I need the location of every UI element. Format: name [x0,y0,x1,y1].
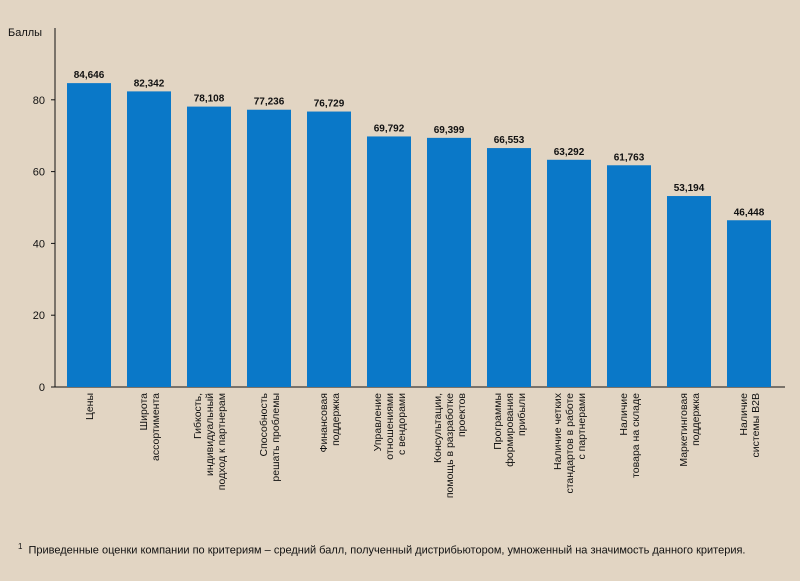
x-tick-label: Маркетинговая [678,393,690,467]
x-tick-label: проектов [456,393,468,437]
bar [427,137,471,387]
data-label: 46,448 [734,207,765,218]
data-label: 61,763 [614,152,645,163]
x-tick-label: Широта [138,393,150,431]
x-tick-label: Наличие четких [552,392,564,470]
bar [367,136,411,387]
bar [727,220,771,387]
x-tick-label: Консультации, [432,393,444,463]
x-tick-label: Наличие [618,393,630,436]
x-tick-label: отношениями [384,393,396,460]
x-tick-label: с вендорами [396,393,408,455]
x-tick-label: помощь в разработке [444,393,456,498]
x-tick-label: поддержка [690,393,702,446]
bar [67,83,111,388]
x-tick-label: Наличие [738,393,750,436]
data-label: 76,729 [314,99,345,110]
bar [187,106,231,387]
x-tick-label: ассортимента [150,393,162,461]
footnote-text: Приведенные оценки компании по критериям… [28,544,746,557]
x-tick-label: системы B2B [750,393,762,457]
bar [307,111,351,387]
y-tick-label: 80 [33,95,45,107]
x-tick-label: подход к партнерам [216,393,228,490]
x-tick-label: прибыли [516,393,528,436]
data-label: 66,553 [494,135,525,146]
bar [667,196,711,387]
x-tick-label: Финансовая [318,393,330,452]
y-tick-label: 20 [33,310,45,322]
y-tick-label: 60 [33,167,45,179]
data-label: 69,399 [434,125,465,136]
footnote-marker: 1 [18,542,23,551]
x-tick-label: Программы [492,393,504,450]
x-tick-label: формирования [504,393,516,467]
x-tick-label: индивидуальный [204,393,216,476]
x-tick-label: Цены [84,393,96,420]
x-tick-label: товара на складе [630,393,642,478]
y-axis-label: Баллы [8,27,42,39]
data-label: 78,108 [194,94,225,105]
y-tick-label: 40 [33,238,45,250]
x-tick-label: поддержка [330,393,342,446]
data-label: 82,342 [134,78,165,89]
data-label: 63,292 [554,147,585,158]
y-tick-label: 0 [39,382,45,394]
x-tick-label: с партнерами [576,393,588,460]
x-tick-label: Управление [372,393,384,452]
x-tick-label: Способность [258,392,270,456]
data-label: 77,236 [254,97,285,108]
data-label: 69,792 [374,123,405,134]
bar [127,91,171,388]
x-tick-label: Гибкость, [192,393,204,439]
x-tick-label: стандартов в работе [564,393,576,494]
bar [607,165,651,387]
footnote: 1 Приведенные оценки компании по критерия… [18,537,778,561]
bar [487,148,531,387]
data-label: 53,194 [674,183,705,194]
bar [547,159,591,387]
x-tick-label: решать проблемы [270,393,282,482]
bar [247,109,291,387]
bar-chart: Баллы 0 20 40 60 80 84,646 Цены 82,342 Широта ассо… [8,27,785,498]
data-label: 84,646 [74,70,105,81]
